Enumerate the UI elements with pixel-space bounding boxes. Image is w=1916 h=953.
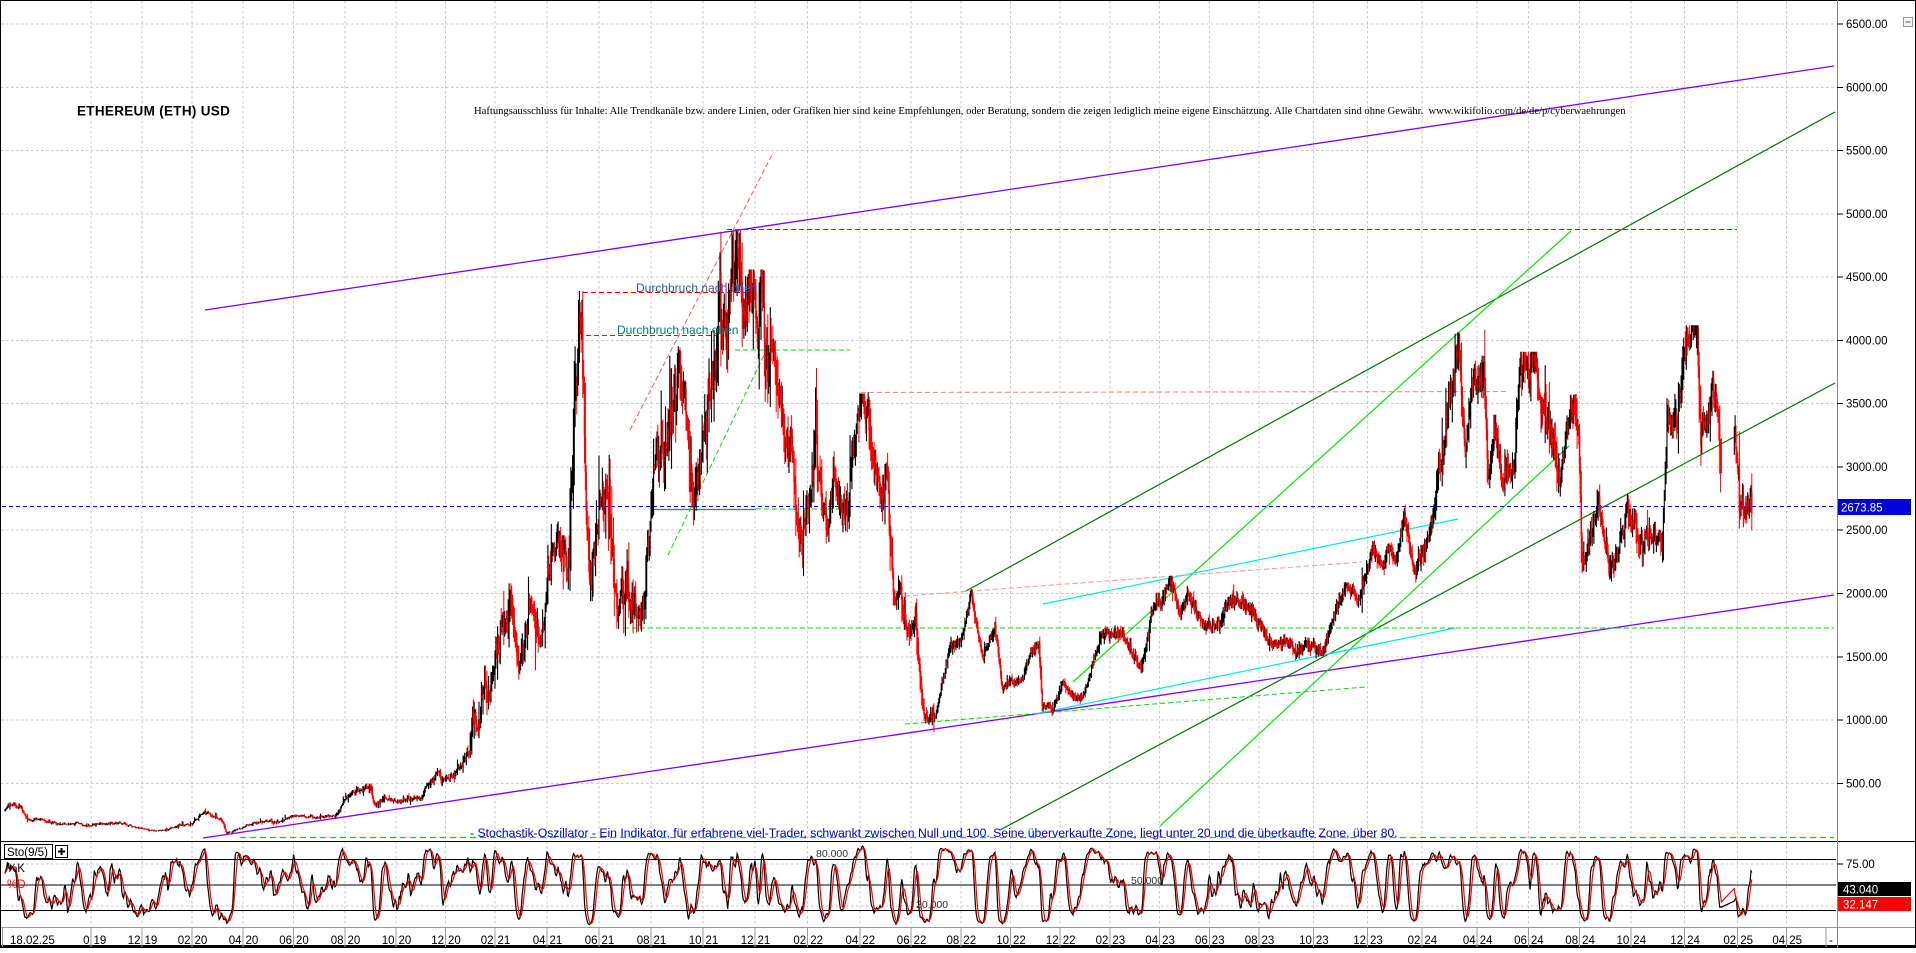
svg-text:08: 08 (1245, 935, 1258, 947)
svg-text:21: 21 (758, 935, 771, 947)
svg-text:23: 23 (1112, 935, 1125, 947)
svg-text:02: 02 (1096, 935, 1109, 947)
svg-text:23: 23 (1370, 935, 1383, 947)
svg-text:- Stochastik-Oszillator - Ein: - Stochastik-Oszillator - Ein Indikator,… (470, 826, 1398, 840)
svg-text:02: 02 (793, 935, 806, 947)
svg-text:10: 10 (996, 935, 1009, 947)
svg-text:19: 19 (94, 935, 107, 947)
svg-text:Sto(9/5): Sto(9/5) (7, 847, 48, 859)
svg-text:3000.00: 3000.00 (1846, 462, 1888, 474)
svg-text:18.02.25: 18.02.25 (10, 935, 55, 947)
svg-text:10: 10 (1299, 935, 1312, 947)
svg-text:5500.00: 5500.00 (1846, 146, 1888, 158)
svg-text:2500.00: 2500.00 (1846, 525, 1888, 537)
svg-text:Durchbruch nach oben: Durchbruch nach oben (617, 323, 738, 337)
svg-text:06: 06 (585, 935, 598, 947)
svg-text:%D: %D (7, 879, 26, 891)
svg-text:20: 20 (296, 935, 309, 947)
svg-text:23: 23 (1262, 935, 1275, 947)
svg-text:6500.00: 6500.00 (1846, 19, 1888, 31)
svg-text:43.040: 43.040 (1843, 885, 1878, 897)
svg-text:21: 21 (550, 935, 563, 947)
svg-text:24: 24 (1480, 935, 1493, 947)
svg-text:02: 02 (1408, 935, 1421, 947)
svg-text:24: 24 (1633, 935, 1646, 947)
svg-text:23: 23 (1316, 935, 1329, 947)
svg-text:04: 04 (229, 935, 242, 947)
svg-text:22: 22 (914, 935, 927, 947)
svg-text:500.00: 500.00 (1846, 778, 1881, 790)
svg-text:0: 0 (83, 935, 89, 947)
svg-text:21: 21 (706, 935, 719, 947)
svg-text:04: 04 (1463, 935, 1476, 947)
svg-text:22: 22 (963, 935, 976, 947)
svg-text:04: 04 (1145, 935, 1158, 947)
svg-text:20.000: 20.000 (916, 899, 948, 911)
svg-text:08: 08 (331, 935, 344, 947)
svg-text:21: 21 (498, 935, 511, 947)
svg-text:22: 22 (810, 935, 823, 947)
svg-text:2000.00: 2000.00 (1846, 589, 1888, 601)
svg-text:20: 20 (195, 935, 208, 947)
svg-text:3500.00: 3500.00 (1846, 399, 1888, 411)
svg-text:12: 12 (741, 935, 754, 947)
svg-text:-: - (1829, 935, 1833, 947)
svg-text:12: 12 (1670, 935, 1683, 947)
svg-text:6000.00: 6000.00 (1846, 82, 1888, 94)
svg-text:2673.85: 2673.85 (1841, 503, 1883, 515)
svg-text:25: 25 (1740, 935, 1753, 947)
svg-text:23: 23 (1212, 935, 1225, 947)
svg-text:1500.00: 1500.00 (1846, 652, 1888, 664)
svg-text:08: 08 (637, 935, 650, 947)
svg-text:5000.00: 5000.00 (1846, 209, 1888, 221)
svg-text:%K: %K (7, 863, 25, 875)
svg-text:20: 20 (448, 935, 461, 947)
svg-text:06: 06 (1195, 935, 1208, 947)
svg-text:06: 06 (1514, 935, 1527, 947)
svg-text:22: 22 (1063, 935, 1076, 947)
svg-text:08: 08 (1565, 935, 1578, 947)
svg-text:25: 25 (1789, 935, 1802, 947)
svg-text:04: 04 (1772, 935, 1785, 947)
svg-text:50.000: 50.000 (1131, 875, 1163, 887)
svg-text:4000.00: 4000.00 (1846, 335, 1888, 347)
svg-text:02: 02 (481, 935, 494, 947)
svg-text:12: 12 (431, 935, 444, 947)
svg-text:23: 23 (1162, 935, 1175, 947)
svg-text:20: 20 (348, 935, 361, 947)
svg-text:12: 12 (1046, 935, 1059, 947)
svg-text:Durchbruch nach oben: Durchbruch nach oben (636, 281, 757, 295)
svg-text:10: 10 (1617, 935, 1630, 947)
svg-text:4500.00: 4500.00 (1846, 272, 1888, 284)
svg-text:75.00: 75.00 (1846, 859, 1875, 871)
svg-text:24: 24 (1424, 935, 1437, 947)
svg-text:24: 24 (1531, 935, 1544, 947)
svg-text:22: 22 (862, 935, 875, 947)
svg-text:24: 24 (1582, 935, 1595, 947)
svg-text:20: 20 (399, 935, 412, 947)
svg-text:04: 04 (846, 935, 859, 947)
svg-text:32.147: 32.147 (1843, 900, 1878, 912)
svg-text:08: 08 (947, 935, 960, 947)
svg-text:12: 12 (1353, 935, 1366, 947)
svg-text:04: 04 (533, 935, 546, 947)
svg-text:21: 21 (654, 935, 667, 947)
svg-text:12: 12 (128, 935, 141, 947)
svg-text:80.000: 80.000 (816, 848, 848, 860)
svg-text:24: 24 (1687, 935, 1700, 947)
svg-text:19: 19 (145, 935, 158, 947)
svg-text:02: 02 (178, 935, 191, 947)
svg-text:1000.00: 1000.00 (1846, 715, 1888, 727)
svg-text:06: 06 (279, 935, 292, 947)
svg-text:22: 22 (1013, 935, 1026, 947)
svg-text:02: 02 (1723, 935, 1736, 947)
svg-text:06: 06 (897, 935, 910, 947)
svg-text:21: 21 (602, 935, 615, 947)
svg-text:ETHEREUM (ETH) USD: ETHEREUM (ETH) USD (77, 104, 230, 119)
svg-text:10: 10 (382, 935, 395, 947)
svg-text:10: 10 (689, 935, 702, 947)
svg-text:20: 20 (246, 935, 259, 947)
svg-text:Haftungsausschluss für Inhalte: Haftungsausschluss für Inhalte: Alle Tre… (474, 106, 1626, 117)
